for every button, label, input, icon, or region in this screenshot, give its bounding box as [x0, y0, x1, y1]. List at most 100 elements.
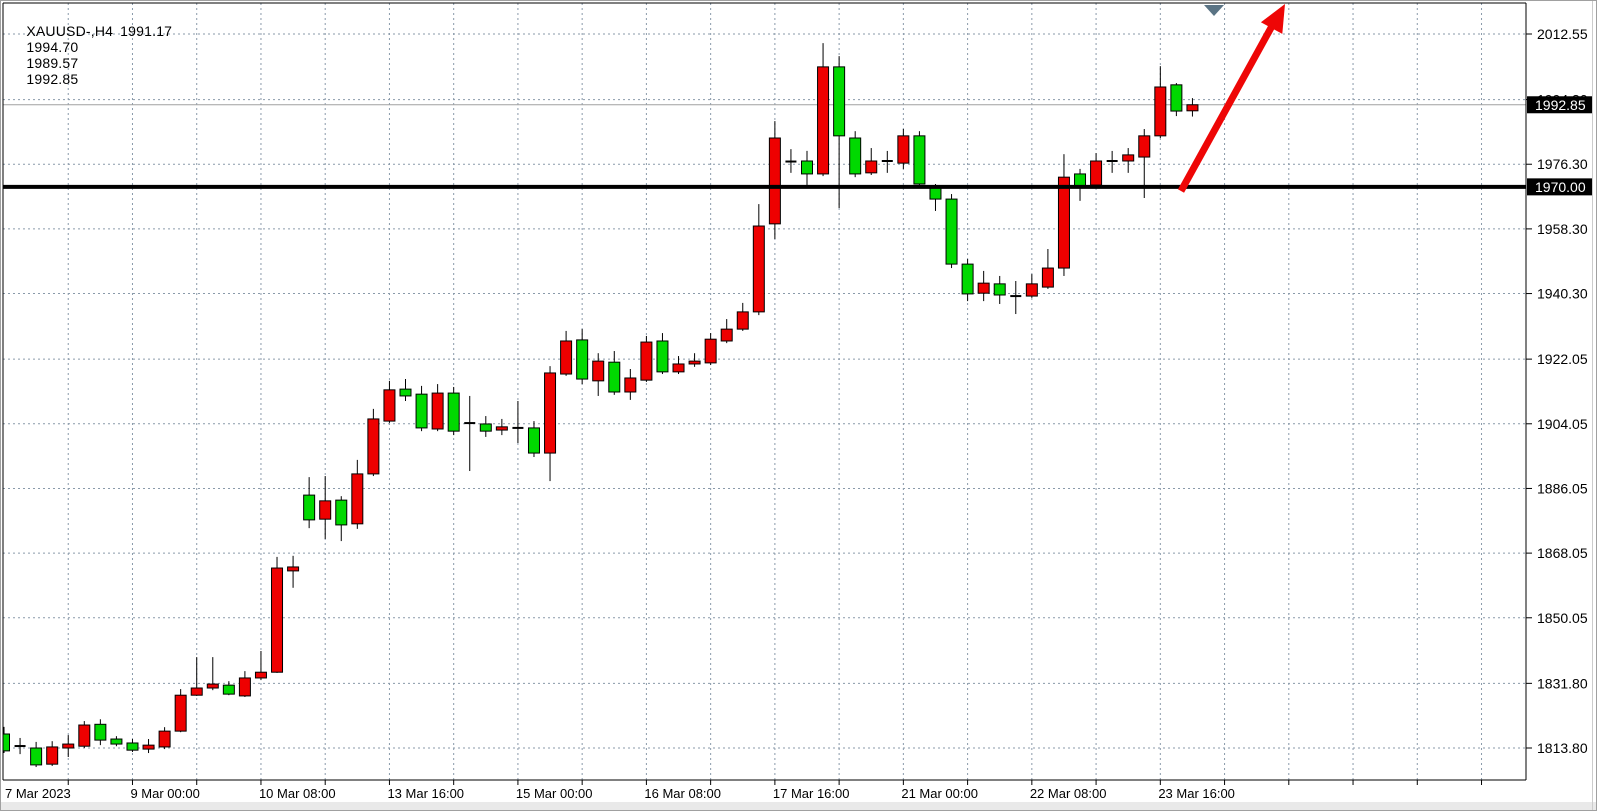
candle[interactable] [608, 351, 621, 395]
candle[interactable] [335, 496, 348, 542]
candle[interactable] [110, 736, 123, 747]
candle[interactable] [479, 416, 492, 437]
candle[interactable] [977, 270, 990, 302]
candle[interactable] [1041, 249, 1054, 289]
candle-body [1154, 86, 1167, 137]
candle[interactable] [768, 121, 781, 239]
candle[interactable] [78, 721, 91, 749]
candle[interactable] [303, 477, 316, 529]
candle[interactable] [897, 129, 910, 169]
candle[interactable] [190, 657, 203, 696]
ohlc-high: 1994.70 [26, 39, 79, 55]
candle[interactable] [1057, 154, 1070, 276]
candle[interactable] [544, 366, 557, 482]
candle[interactable] [62, 735, 75, 757]
candle[interactable] [46, 741, 59, 766]
candle[interactable] [126, 739, 139, 752]
candle[interactable] [817, 43, 830, 177]
candle[interactable] [1170, 83, 1183, 117]
candle[interactable] [672, 356, 685, 375]
candle[interactable] [399, 379, 412, 401]
candle[interactable] [752, 204, 765, 316]
candle[interactable] [1186, 98, 1199, 117]
candle[interactable] [801, 150, 813, 188]
level-price-badge-label: 1970.00 [1535, 179, 1586, 195]
candle[interactable] [1010, 280, 1022, 315]
candle-body [592, 360, 605, 382]
candle[interactable] [849, 131, 862, 178]
candle-body [656, 340, 669, 373]
candle[interactable] [865, 148, 878, 176]
candle[interactable] [222, 681, 235, 696]
candle-body [431, 392, 444, 430]
candle[interactable] [1106, 150, 1118, 173]
candle[interactable] [512, 400, 524, 444]
candle[interactable] [945, 194, 958, 269]
candle-body [608, 361, 621, 393]
candle-body [254, 671, 267, 679]
candle[interactable] [720, 319, 733, 344]
shift-marker-triangle [1204, 5, 1224, 16]
candle[interactable] [1122, 148, 1135, 173]
candle[interactable] [495, 418, 508, 436]
candle[interactable] [30, 741, 43, 768]
candle-body [3, 733, 10, 752]
candle[interactable] [447, 386, 460, 436]
candle[interactable] [1154, 66, 1167, 139]
time-tick-label: 9 Mar 00:00 [130, 786, 199, 801]
candle-body [1041, 267, 1054, 288]
candle[interactable] [238, 671, 251, 697]
candle[interactable] [576, 329, 589, 385]
price-tick-label: 1813.80 [1537, 740, 1588, 756]
price-tick-label: 1940.30 [1537, 286, 1588, 302]
candle-body [865, 160, 878, 174]
candle[interactable] [624, 369, 637, 400]
price-axis[interactable]: 2012.551994.301976.301958.301940.301922.… [1526, 26, 1593, 756]
candle[interactable] [415, 385, 428, 432]
candle-body [945, 198, 958, 265]
candle[interactable] [560, 330, 573, 376]
candle[interactable] [287, 555, 300, 588]
candle[interactable] [464, 395, 476, 472]
candle[interactable] [640, 335, 653, 382]
candle[interactable] [367, 408, 380, 477]
candle[interactable] [206, 657, 219, 691]
candle-body [752, 225, 765, 313]
trend-arrow-annotation[interactable] [1177, 4, 1285, 193]
candle[interactable] [431, 384, 444, 432]
candle[interactable] [1, 726, 10, 754]
candle-body [576, 339, 589, 380]
candle[interactable] [688, 353, 701, 367]
candle[interactable] [961, 259, 974, 302]
candle[interactable] [527, 421, 540, 458]
candle-body [110, 738, 123, 745]
candle[interactable] [14, 737, 26, 755]
candle-body [704, 338, 717, 364]
candle[interactable] [94, 719, 107, 746]
candle[interactable] [913, 131, 926, 187]
candle[interactable] [736, 302, 749, 331]
candle[interactable] [1025, 274, 1038, 298]
candle[interactable] [351, 459, 364, 529]
candle[interactable] [993, 275, 1006, 304]
chart-plot-area[interactable] [3, 3, 1526, 780]
candle[interactable] [383, 380, 396, 423]
candle[interactable] [833, 56, 846, 209]
candle[interactable] [174, 689, 187, 733]
plot-frame [2, 2, 1527, 781]
candle[interactable] [271, 556, 284, 673]
candle[interactable] [785, 149, 797, 173]
candle[interactable] [704, 333, 717, 366]
candle[interactable] [881, 150, 893, 173]
time-axis[interactable]: 7 Mar 2023 9 Mar 00:00 10 Mar 08:00 13 Mar … [5, 780, 1483, 801]
candle[interactable] [592, 353, 605, 396]
candle[interactable] [319, 476, 332, 539]
candle[interactable] [142, 739, 155, 754]
candle[interactable] [656, 333, 669, 375]
candle[interactable] [254, 651, 267, 681]
candle-body [222, 684, 235, 695]
candle[interactable] [158, 727, 171, 750]
time-tick-label: 16 Mar 08:00 [644, 786, 721, 801]
candle-body [46, 746, 59, 765]
